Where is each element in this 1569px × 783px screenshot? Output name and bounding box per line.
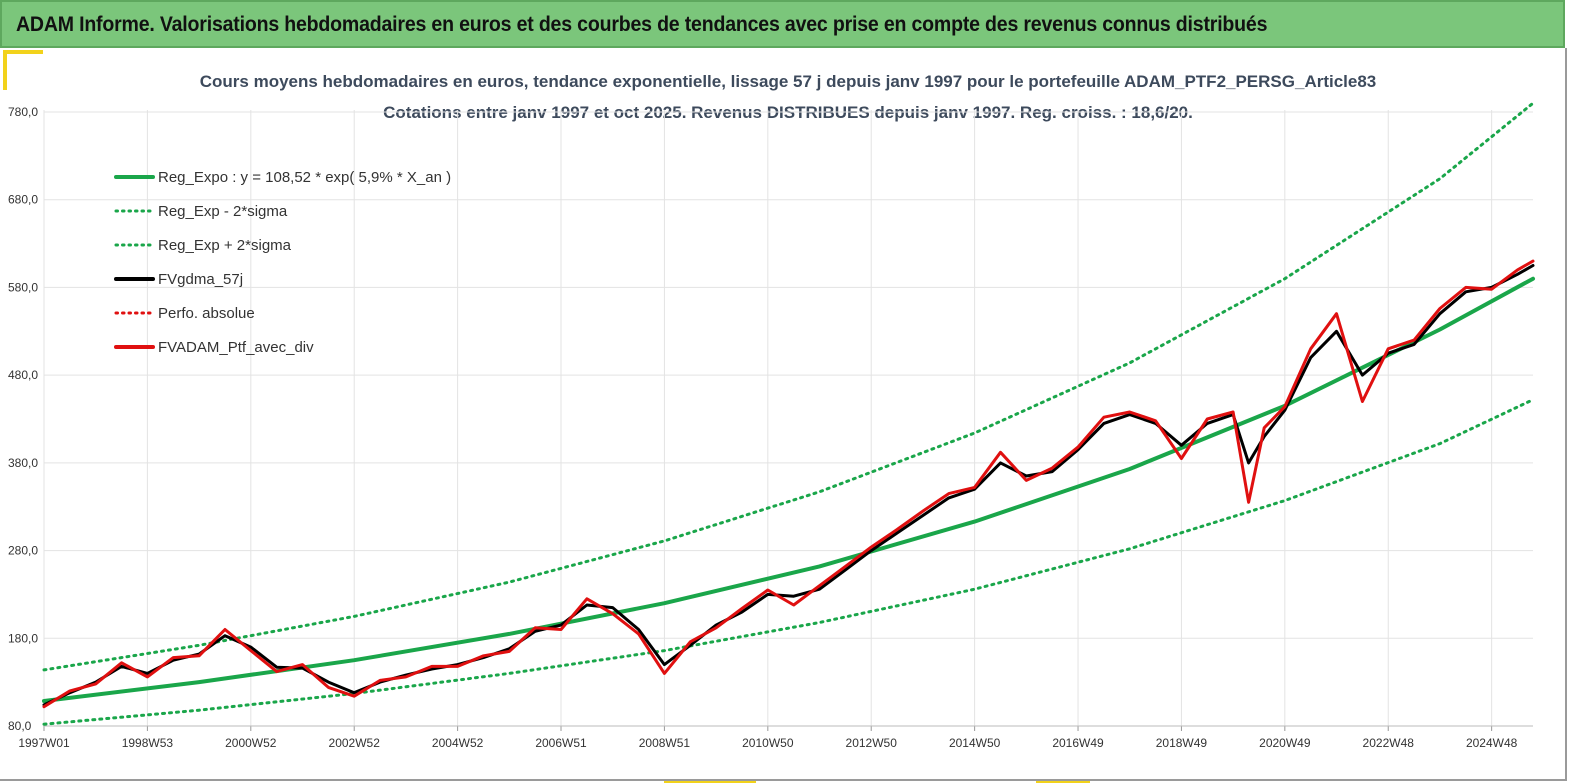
accent-bar-top: [3, 50, 43, 54]
x-axis: 1997W01 1998W53 2000W52 2002W52 2004W52 2006W…: [18, 725, 1533, 750]
y-tick-label: 380,0: [8, 456, 38, 470]
legend-label: Reg_Exp - 2*sigma: [158, 203, 288, 220]
legend: Reg_Expo : y = 108,52 * exp( 5,9% * X_an…: [114, 169, 451, 356]
chart: Cours moyens hebdomadaires en euros, ten…: [8, 72, 1535, 750]
x-tick-label: 2000W52: [225, 736, 277, 750]
y-tick-label: 480,0: [8, 368, 38, 382]
x-tick-label: 2014W50: [949, 736, 1001, 750]
x-tick-label: 2022W48: [1363, 736, 1415, 750]
x-tick-label: 2010W50: [742, 736, 794, 750]
accent-bar-left: [3, 50, 7, 90]
x-tick-label: 2008W51: [639, 736, 691, 750]
legend-label: FVADAM_Ptf_avec_div: [158, 339, 314, 356]
x-tick-label: 2004W52: [432, 736, 484, 750]
legend-label: Reg_Expo : y = 108,52 * exp( 5,9% * X_an…: [158, 169, 451, 186]
y-tick-label: 180,0: [8, 631, 38, 645]
y-tick-label: 780,0: [8, 105, 38, 119]
series-fvadam-ptf: [42, 259, 1535, 709]
x-tick-label: 2024W48: [1466, 736, 1518, 750]
series-reg-minus-2sigma: [42, 398, 1535, 726]
accent-bar-bottom-2: [1036, 779, 1090, 783]
x-tick-label: 1998W53: [122, 736, 174, 750]
legend-label: Reg_Exp + 2*sigma: [158, 237, 292, 254]
legend-label: Perfo. absolue: [158, 305, 255, 322]
legend-label: FVgdma_57j: [158, 271, 243, 288]
x-tick-label: 2020W49: [1259, 736, 1311, 750]
y-tick-label: 580,0: [8, 280, 38, 294]
series-layer: [42, 101, 1535, 726]
x-tick-label: 2012W50: [846, 736, 898, 750]
series-reg-plus-2sigma: [42, 101, 1535, 672]
header-title: ADAM Informe. Valorisations hebdomadaire…: [16, 13, 1268, 36]
y-tick-label: 80,0: [8, 719, 32, 733]
x-tick-label: 2018W49: [1156, 736, 1208, 750]
y-tick-label: 280,0: [8, 544, 38, 558]
accent-bar-bottom: [664, 779, 756, 783]
x-tick-label: 2006W51: [535, 736, 587, 750]
x-tick-label: 1997W01: [18, 736, 70, 750]
chart-title: Cours moyens hebdomadaires en euros, ten…: [200, 72, 1377, 91]
series-fvgdma-57j: [42, 264, 1535, 707]
header-bar: ADAM Informe. Valorisations hebdomadaire…: [0, 0, 1565, 48]
x-tick-label: 2016W49: [1052, 736, 1104, 750]
y-tick-label: 680,0: [8, 193, 38, 207]
x-tick-label: 2002W52: [329, 736, 381, 750]
y-axis: 780,0 680,0 580,0 480,0 380,0 280,0 180,0 80,0: [8, 105, 38, 733]
